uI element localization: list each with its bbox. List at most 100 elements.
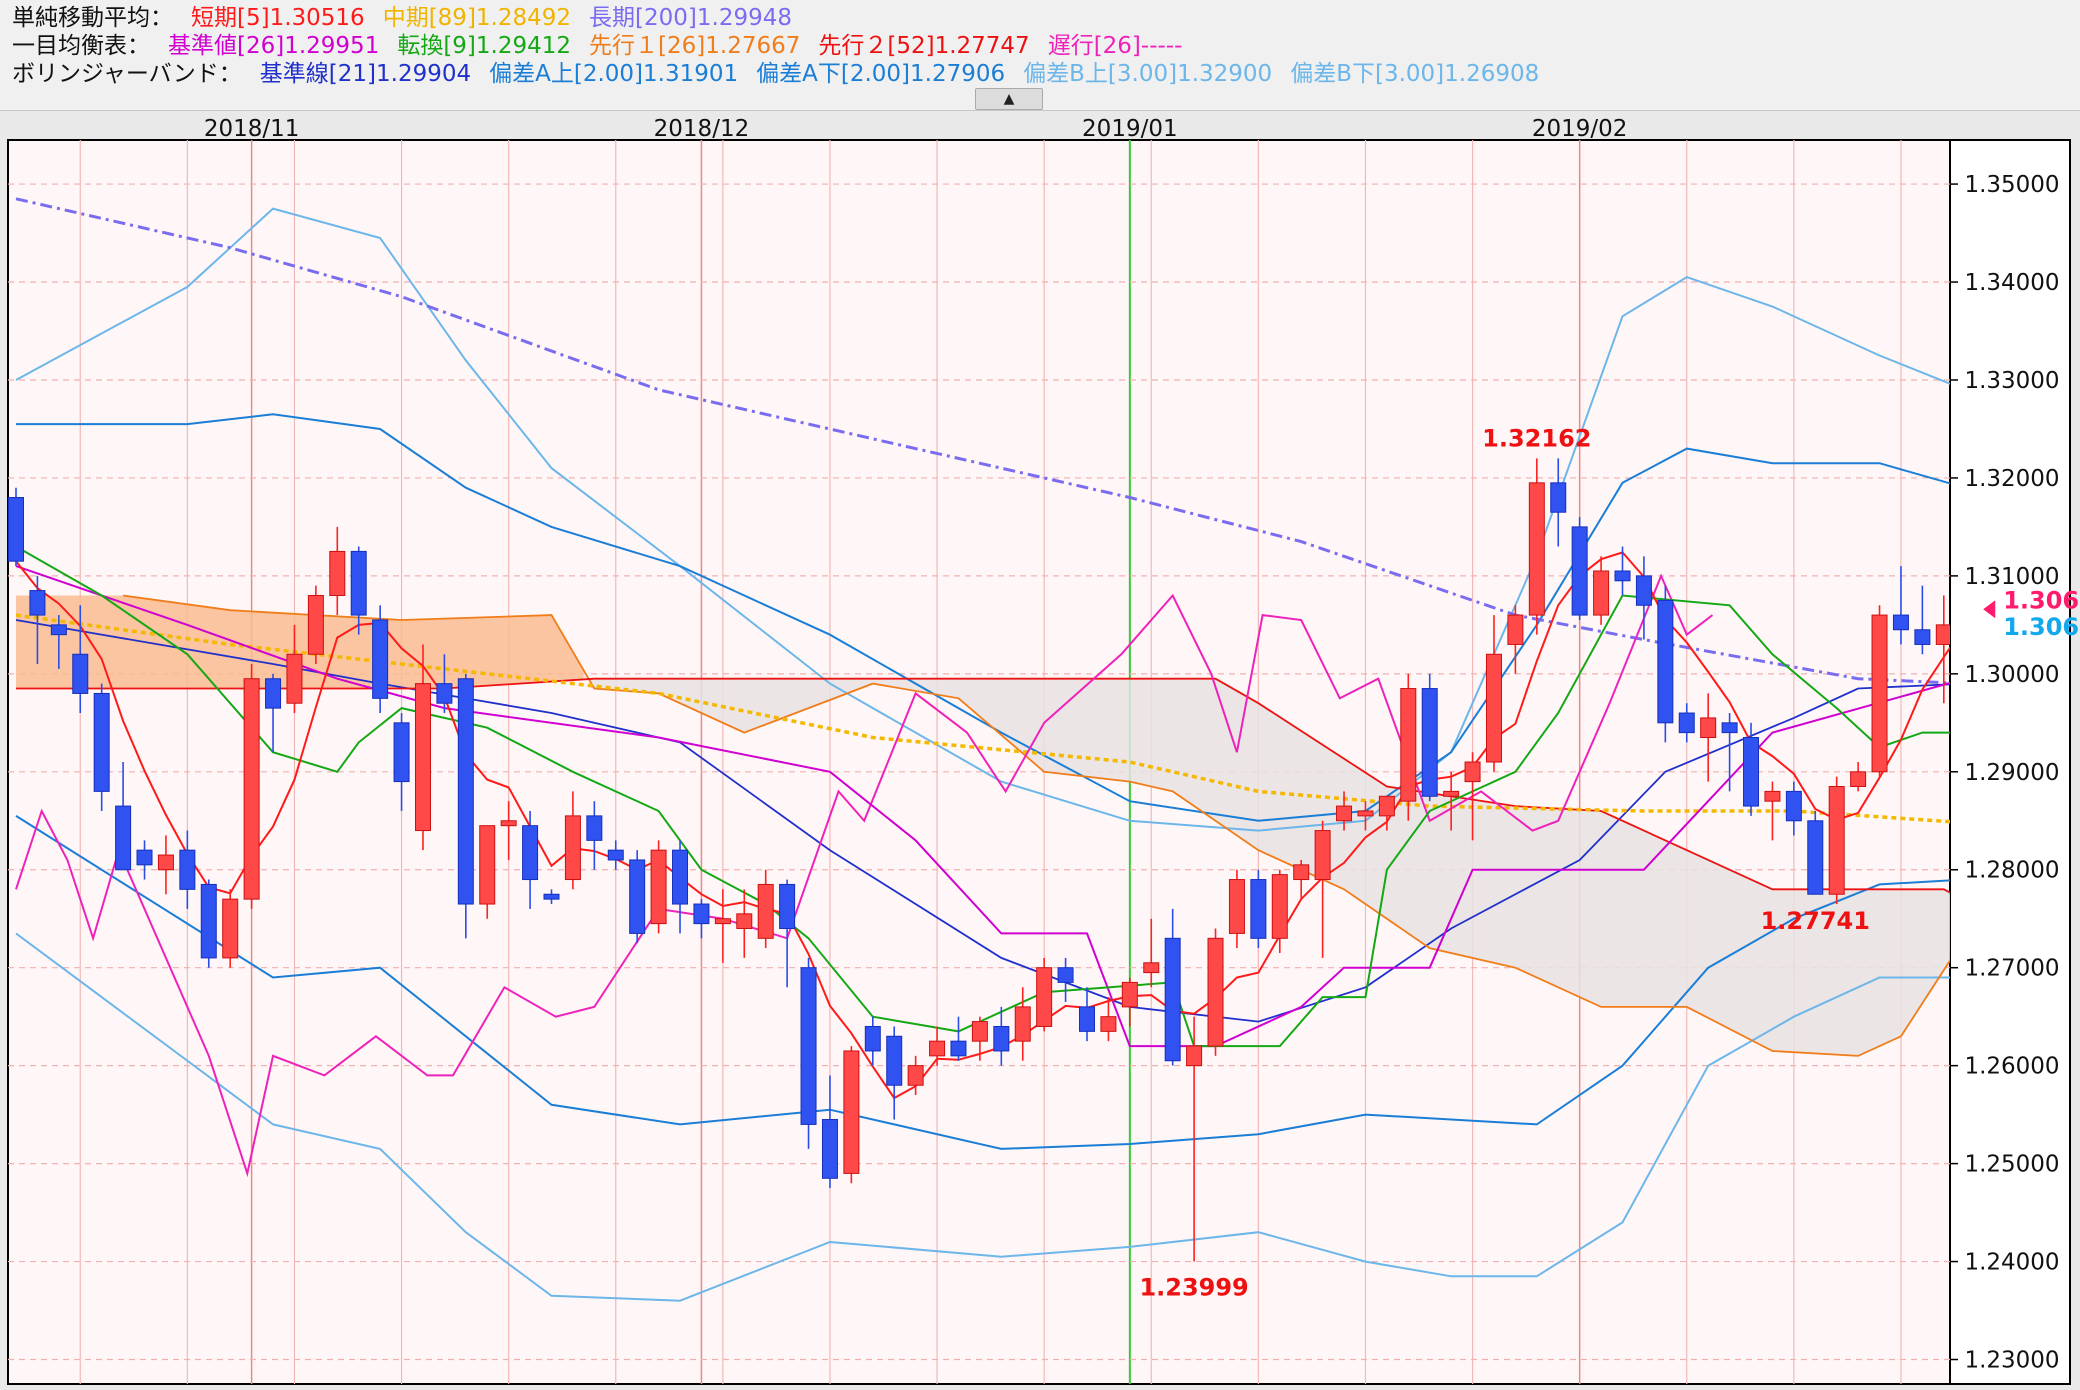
price-annotation: 1.32162 bbox=[1482, 424, 1591, 452]
candle-body bbox=[629, 859, 646, 934]
sma-legend-row: 単純移動平均： 短期[5]1.30516 中期[89]1.28492 長期[200]1… bbox=[12, 4, 810, 32]
candle-body bbox=[1678, 712, 1695, 734]
price-axis bbox=[1949, 139, 2071, 1385]
candle-body bbox=[479, 825, 496, 905]
candle bbox=[1207, 928, 1224, 1056]
candle-body bbox=[1635, 575, 1652, 606]
senkou-a-line bbox=[122, 594, 1950, 1057]
candle-body bbox=[8, 497, 24, 562]
candle bbox=[1464, 752, 1481, 841]
candle bbox=[1036, 957, 1053, 1032]
sma-long-line bbox=[15, 197, 1950, 685]
candle-body bbox=[200, 883, 217, 959]
candle bbox=[393, 713, 410, 811]
candle-body bbox=[757, 883, 774, 939]
candle-body bbox=[1464, 761, 1481, 783]
candle bbox=[522, 810, 539, 909]
x-tick-label: 2018/12 bbox=[654, 116, 750, 142]
candle-body bbox=[1121, 981, 1138, 1008]
candle-body bbox=[1036, 967, 1053, 1027]
candle bbox=[1443, 771, 1460, 831]
candle bbox=[1079, 987, 1095, 1042]
candle bbox=[693, 899, 710, 939]
price-annotation: 1.23999 bbox=[1139, 1274, 1248, 1302]
candle-body bbox=[1935, 624, 1950, 645]
x-tick-label: 2018/11 bbox=[204, 116, 300, 142]
plot-layer bbox=[8, 140, 1950, 1384]
ichimoku-label: 一目均衡表： bbox=[12, 33, 150, 59]
candle bbox=[179, 830, 196, 909]
candle bbox=[564, 791, 581, 890]
candle-body bbox=[1914, 629, 1931, 645]
candle bbox=[843, 1046, 860, 1184]
candle-body bbox=[1421, 688, 1438, 797]
candle-body bbox=[779, 883, 796, 930]
candle-body bbox=[1336, 805, 1353, 822]
candle bbox=[243, 664, 260, 909]
y-tick-label: 1.24000 bbox=[1964, 1250, 2059, 1276]
bollinger-item-3: 偏差B上[3.00]1.32900 bbox=[1023, 61, 1273, 87]
candle bbox=[757, 869, 774, 949]
candle-body bbox=[1271, 874, 1288, 939]
candle bbox=[1935, 595, 1950, 704]
candle-body bbox=[1250, 879, 1267, 939]
candle bbox=[1378, 795, 1395, 831]
y-tick-label: 1.31000 bbox=[1964, 564, 2059, 590]
candle bbox=[479, 825, 496, 919]
candle-body bbox=[1807, 820, 1824, 895]
candle bbox=[307, 585, 324, 665]
candle-body bbox=[393, 722, 410, 783]
x-tick-label: 2019/01 bbox=[1082, 116, 1178, 142]
candle-body bbox=[372, 619, 389, 699]
candle bbox=[457, 673, 474, 939]
candle bbox=[1357, 801, 1374, 831]
candle-body bbox=[672, 849, 689, 905]
candle-body bbox=[1443, 790, 1460, 797]
candle-body bbox=[1657, 599, 1674, 724]
candle-body bbox=[1400, 688, 1417, 802]
candle bbox=[607, 840, 624, 870]
y-tick-label: 1.34000 bbox=[1964, 270, 2059, 296]
bollinger-item-0: 基準線[21]1.29904 bbox=[259, 61, 472, 87]
y-tick-label: 1.28000 bbox=[1964, 858, 2059, 884]
candle-body bbox=[1614, 570, 1631, 582]
ichimoku-item-4: 遅行[26]----- bbox=[1047, 33, 1183, 59]
collapse-legend-button[interactable]: ▲ bbox=[975, 88, 1043, 110]
candle-body bbox=[136, 849, 153, 866]
candle-body bbox=[800, 967, 817, 1125]
candle bbox=[1764, 781, 1781, 841]
candle bbox=[1614, 546, 1631, 596]
price-marker-arrow bbox=[1983, 600, 1996, 619]
candle-body bbox=[329, 550, 346, 596]
candle-body bbox=[929, 1040, 946, 1057]
candle bbox=[864, 1016, 881, 1066]
candle bbox=[1678, 703, 1695, 743]
candle-body bbox=[564, 815, 581, 881]
ichimoku-item-3: 先行２[52]1.27747 bbox=[818, 33, 1030, 59]
candle bbox=[1143, 918, 1160, 988]
candle bbox=[1721, 713, 1738, 792]
candle-body bbox=[1550, 482, 1567, 513]
candle bbox=[1657, 585, 1674, 743]
candle bbox=[1785, 781, 1802, 836]
candle bbox=[1293, 859, 1310, 900]
candle bbox=[350, 546, 367, 635]
bollinger-legend-row: ボリンジャーバンド： 基準線[21]1.29904 偏差A上[2.00]1.3190… bbox=[12, 60, 1557, 88]
candle-body bbox=[72, 653, 89, 694]
candle bbox=[907, 1055, 924, 1096]
candle bbox=[800, 957, 817, 1149]
candle-body bbox=[1785, 790, 1802, 822]
sma-short-line bbox=[15, 551, 1950, 1100]
candle bbox=[929, 1026, 946, 1066]
sma-label: 単純移動平均： bbox=[12, 5, 173, 31]
candle bbox=[1228, 869, 1245, 949]
candle-body bbox=[1721, 722, 1738, 734]
sma-mid-line bbox=[15, 613, 1950, 824]
candle bbox=[586, 801, 603, 870]
candle bbox=[1421, 673, 1438, 802]
candle-body bbox=[115, 805, 132, 871]
candle-body bbox=[222, 898, 239, 959]
candle-body bbox=[1892, 614, 1909, 631]
ichimoku-cloud bbox=[583, 670, 1950, 1056]
chikou-line bbox=[15, 573, 1714, 1178]
